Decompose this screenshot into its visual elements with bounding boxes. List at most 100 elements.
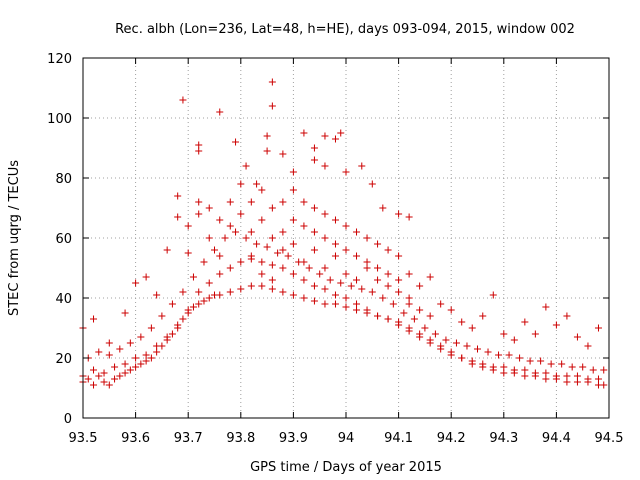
data-point (90, 381, 98, 389)
data-point (90, 315, 98, 323)
data-point (552, 321, 560, 329)
data-point (573, 333, 581, 341)
data-point (479, 360, 487, 368)
data-point (310, 228, 318, 236)
data-point (363, 258, 371, 266)
data-point (484, 348, 492, 356)
data-point (200, 258, 208, 266)
data-point (226, 288, 234, 296)
data-point (232, 138, 240, 146)
data-point (216, 270, 224, 278)
data-point (300, 276, 308, 284)
x-tick-label: 94.2 (437, 431, 466, 446)
x-tick-label: 93.9 (279, 431, 308, 446)
data-point (258, 258, 266, 266)
data-point (358, 162, 366, 170)
data-point (132, 354, 140, 362)
data-point (184, 249, 192, 257)
data-point (374, 312, 382, 320)
data-point (263, 132, 271, 140)
data-point (500, 330, 508, 338)
data-point (594, 324, 602, 332)
data-point (153, 348, 161, 356)
data-point (321, 264, 329, 272)
data-point (431, 330, 439, 338)
data-point (384, 270, 392, 278)
data-point (226, 222, 234, 230)
data-point (310, 156, 318, 164)
data-point (573, 372, 581, 380)
data-point (289, 168, 297, 176)
data-point (268, 276, 276, 284)
data-point (321, 234, 329, 242)
data-point (384, 315, 392, 323)
data-point (347, 282, 355, 290)
data-point (289, 270, 297, 278)
data-point (95, 348, 103, 356)
data-point (310, 282, 318, 290)
data-point (142, 273, 150, 281)
data-point (237, 180, 245, 188)
data-point (279, 228, 287, 236)
data-point (353, 252, 361, 260)
data-point (447, 306, 455, 314)
y-tick-label: 120 (47, 52, 72, 67)
data-point (395, 288, 403, 296)
data-point (168, 330, 176, 338)
data-point (216, 252, 224, 260)
data-point (132, 363, 140, 371)
data-point (268, 78, 276, 86)
data-point (489, 363, 497, 371)
x-tick-label: 93.5 (69, 431, 98, 446)
data-point (137, 333, 145, 341)
y-tick-label: 100 (47, 112, 72, 127)
data-point (253, 240, 261, 248)
data-point (353, 228, 361, 236)
data-point (126, 366, 134, 374)
data-point (416, 306, 424, 314)
data-point (195, 210, 203, 218)
data-point (395, 210, 403, 218)
data-point (426, 273, 434, 281)
data-point (142, 351, 150, 359)
data-point (542, 375, 550, 383)
data-point (205, 279, 213, 287)
data-point (521, 366, 529, 374)
data-point (410, 315, 418, 323)
data-point (321, 132, 329, 140)
data-point (195, 147, 203, 155)
data-point (589, 366, 597, 374)
data-point (516, 354, 524, 362)
data-point (331, 252, 339, 260)
data-point (268, 102, 276, 110)
data-point (558, 360, 566, 368)
data-point (289, 240, 297, 248)
data-point (300, 198, 308, 206)
data-point (437, 345, 445, 353)
data-point (321, 162, 329, 170)
data-point (105, 381, 113, 389)
data-point (342, 168, 350, 176)
data-point (258, 216, 266, 224)
data-point (163, 246, 171, 254)
data-point (274, 249, 282, 257)
data-point (363, 264, 371, 272)
data-point (179, 315, 187, 323)
data-point (237, 210, 245, 218)
data-point (537, 357, 545, 365)
data-point (331, 240, 339, 248)
data-point (521, 318, 529, 326)
data-point (342, 246, 350, 254)
data-point (542, 369, 550, 377)
data-point (95, 372, 103, 380)
data-point (500, 369, 508, 377)
x-tick-label: 93.7 (174, 431, 203, 446)
x-axis-label: GPS time / Days of year 2015 (250, 460, 442, 475)
data-point (100, 369, 108, 377)
x-tick-label: 94.4 (542, 431, 571, 446)
data-point (600, 381, 608, 389)
data-point (84, 375, 92, 383)
data-point (331, 135, 339, 143)
data-point (279, 246, 287, 254)
data-point (195, 300, 203, 308)
